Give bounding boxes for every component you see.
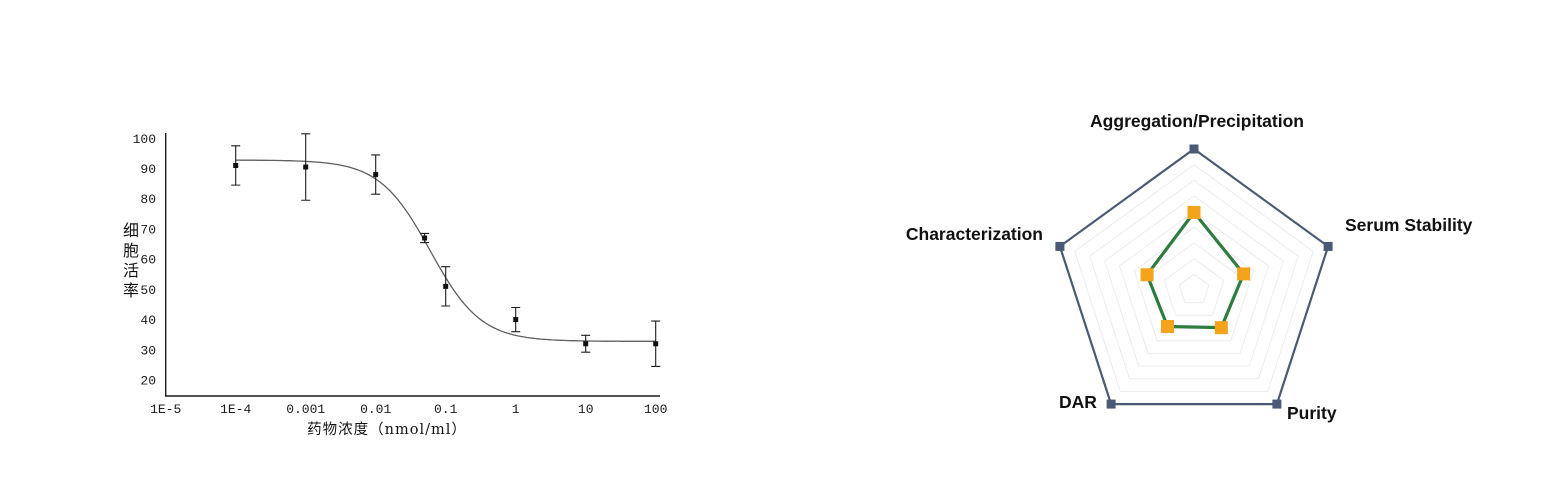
y-tick-label: 50 [140,283,156,298]
radar-outer-vertex-marker [1055,241,1065,251]
x-tick-label: 0.1 [434,402,458,417]
x-tick-label: 1E-5 [150,402,181,417]
y-tick-label: 90 [140,162,156,177]
radar-outer-vertex-marker [1272,399,1282,409]
y-tick-label: 70 [140,222,156,237]
x-tick-label: 1 [512,402,520,417]
radar-label-purity: Purity [1287,403,1337,423]
radar-series-polygon [1145,209,1246,330]
radar-label-characterization: Characterization [905,224,1043,244]
radar-label-serum-stability: Serum Stability [1345,215,1473,235]
x-tick-label: 0.001 [286,402,325,417]
x-tick-label: 10 [578,402,594,417]
radar-series-marker [1237,267,1251,281]
data-point [653,341,659,347]
data-point [303,164,309,170]
radar-grid-ring [1089,179,1299,380]
data-point [233,162,239,168]
x-tick-label: 100 [644,402,667,417]
radar-grid-ring [1178,273,1210,304]
radar-series-marker [1187,205,1201,219]
y-tick-label: 20 [140,374,156,389]
axes [165,133,660,397]
radar-outer-vertex-marker [1106,399,1116,409]
y-tick-label: 60 [140,253,156,268]
radar-outer-pentagon [1058,147,1330,406]
x-tick-label: 1E-4 [220,402,251,417]
data-point [513,317,519,323]
radar-grid-ring [1074,164,1314,392]
radar-grid-ring [1163,258,1225,316]
data-point [422,235,428,241]
data-point [443,283,449,289]
data-point [583,341,589,347]
radar-grid-ring [1118,211,1270,354]
radar-grid-ring [1104,195,1284,367]
y-tick-label: 100 [133,132,156,147]
data-point [373,172,379,178]
radar-outer-vertex-marker [1323,241,1333,251]
radar-series-marker [1140,268,1154,282]
y-tick-label: 40 [140,313,156,328]
radar-outer-vertex-marker [1189,144,1199,154]
radar-series-marker [1160,320,1174,334]
radar-grid-ring [1133,226,1255,342]
x-axis-title: 药物浓度（nmol/ml） [307,422,467,438]
y-axis-title: 细胞活率 [120,222,139,302]
y-tick-label: 30 [140,343,156,358]
y-tick-label: 80 [140,192,156,207]
x-tick-label: 0.01 [360,402,391,417]
fit-curve [235,159,656,342]
radar-series-marker [1214,321,1228,335]
radar-label-aggregation-precipitation: Aggregation/Precipitation [1090,111,1304,131]
radar-label-dar: DAR [1059,392,1097,412]
